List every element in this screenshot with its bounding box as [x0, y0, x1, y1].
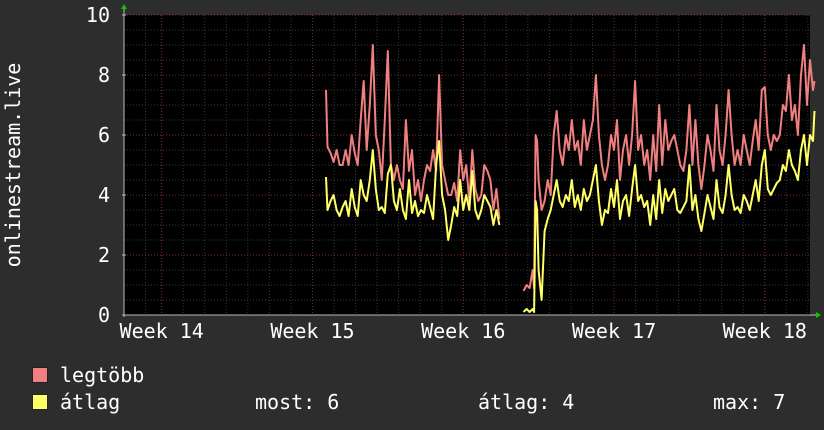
x-tick-label: Week 16 — [421, 319, 505, 343]
stat-atlag-label: átlag: — [478, 390, 551, 414]
x-axis-arrow-icon — [816, 312, 821, 318]
stat-max-label: max: — [713, 390, 762, 414]
y-axis-arrow-icon — [121, 4, 127, 9]
legend-label-legtobb: legtöbb — [60, 363, 145, 387]
axes — [121, 4, 821, 318]
legend-swatch-atlag — [32, 394, 48, 410]
x-tick-label: Week 15 — [270, 319, 354, 343]
legend-item-legtobb: legtöbb — [32, 363, 145, 387]
series-line-atlag — [325, 110, 816, 313]
y-tick-label: 8 — [98, 63, 110, 87]
y-tick-label: 2 — [98, 243, 110, 267]
y-axis-label: onlinestream.live — [1, 63, 25, 268]
stat-atlag: átlag: 4 — [478, 390, 574, 414]
stat-most: most: 6 — [255, 390, 339, 414]
y-tick-label: 10 — [86, 3, 110, 27]
legend-item-atlag: átlag — [32, 390, 121, 414]
legend-label-atlag: átlag — [60, 390, 121, 414]
stat-most-label: most: — [255, 390, 316, 414]
stat-atlag-value: 4 — [562, 390, 575, 414]
stat-most-value: 6 — [327, 390, 340, 414]
tick-labels: 0 2 4 6 8 10 Week 14 Week 15 Week 16 Week 17 Week … — [86, 3, 807, 343]
x-tick-label: Week 17 — [572, 319, 656, 343]
y-tick-label: 0 — [98, 303, 110, 327]
stat-max: max: 7 — [713, 390, 785, 414]
series-group — [325, 44, 816, 313]
legend-swatch-legtobb — [32, 367, 48, 383]
y-tick-label: 4 — [98, 183, 110, 207]
x-tick-label: Week 18 — [723, 319, 807, 343]
y-tick-label: 6 — [98, 123, 110, 147]
x-tick-label: Week 14 — [120, 319, 204, 343]
stat-max-value: 7 — [773, 390, 786, 414]
